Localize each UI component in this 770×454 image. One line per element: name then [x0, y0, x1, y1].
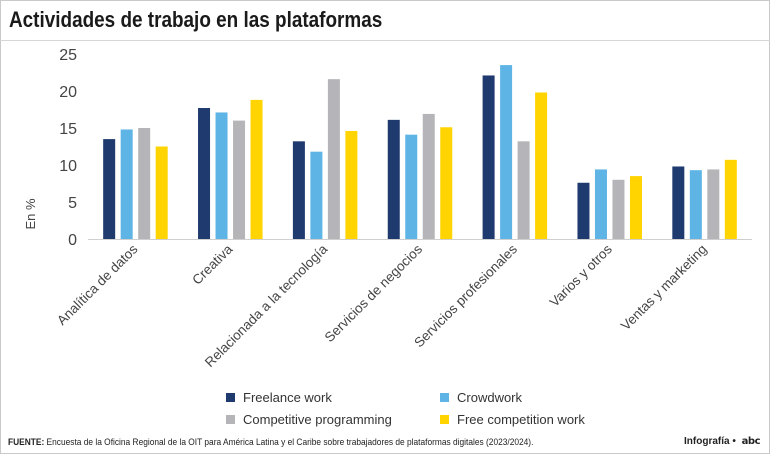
bar: [629, 176, 642, 239]
bar: [577, 182, 590, 239]
y-tick-label: 10: [59, 158, 77, 175]
bar: [233, 120, 246, 239]
chart-legend: Freelance work Crowdwork Competitive progr…: [226, 390, 666, 430]
bar: [724, 159, 737, 239]
source-label: FUENTE:: [8, 437, 45, 448]
bar-group: [387, 113, 453, 239]
legend-swatch: [440, 393, 449, 402]
legend-item: Competitive programming: [226, 412, 392, 427]
bar: [345, 130, 358, 239]
bar: [517, 141, 530, 239]
bar: [422, 113, 435, 239]
bar-group: [292, 79, 358, 239]
x-tick-label: Servicios de negocios: [322, 241, 426, 345]
legend-item: Freelance work: [226, 390, 332, 405]
x-tick-label: Varios y otros: [547, 241, 615, 309]
bar: [482, 75, 495, 240]
bar-group: [482, 65, 548, 240]
bar: [327, 79, 340, 239]
bar: [500, 65, 513, 239]
legend-swatch: [226, 415, 235, 424]
bar: [405, 134, 418, 239]
bar: [594, 169, 607, 239]
bar: [612, 179, 625, 239]
y-tick-label: 25: [59, 47, 77, 64]
bar-group: [577, 169, 642, 239]
legend-swatch: [226, 393, 235, 402]
bar-groups: [103, 65, 737, 240]
legend-item: Free competition work: [440, 412, 585, 427]
title-divider: [0, 40, 770, 41]
abc-logo: abc: [741, 436, 761, 447]
source-note: FUENTE: Encuesta de la Oficina Regional …: [8, 437, 672, 448]
bar: [138, 128, 151, 239]
bar-group: [672, 159, 737, 239]
bar: [155, 146, 168, 239]
legend-swatch: [440, 415, 449, 424]
bar: [120, 129, 133, 239]
x-tick-label: Analítica de datos: [54, 241, 141, 328]
bar: [198, 108, 211, 240]
bar: [215, 112, 228, 239]
x-tick-label: Creativa: [189, 241, 236, 288]
bar: [672, 166, 685, 239]
source-text: Encuesta de la Oficina Regional de la OI…: [46, 437, 534, 448]
y-tick-label: 15: [59, 121, 77, 138]
legend-label: Competitive programming: [243, 412, 392, 427]
y-axis-label: En %: [23, 198, 38, 230]
bar: [689, 170, 702, 239]
y-tick-label: 5: [68, 195, 77, 212]
bar: [103, 139, 116, 239]
bar: [310, 151, 323, 239]
legend-label: Free competition work: [457, 412, 585, 427]
x-tick-label: Servicios profesionales: [411, 241, 520, 350]
chart-title: Actividades de trabajo en las plataforma…: [9, 7, 383, 32]
bar: [250, 99, 263, 239]
y-tick-label: 0: [68, 232, 77, 249]
y-axis: 0 5 10 15 20 25: [59, 47, 77, 249]
legend-label: Crowdwork: [457, 390, 523, 405]
legend-item: Crowdwork: [440, 390, 522, 405]
credit-label: Infografía •: [684, 436, 736, 447]
legend-label: Freelance work: [243, 390, 332, 405]
x-tick-label: Ventas y marketing: [618, 242, 710, 334]
bar: [440, 127, 453, 239]
bar: [292, 141, 305, 239]
bar-group: [198, 99, 263, 240]
y-tick-label: 20: [59, 84, 77, 101]
bar: [535, 92, 548, 239]
bar: [387, 119, 400, 239]
credit: Infografía • abc: [684, 436, 760, 447]
bar: [707, 169, 720, 239]
bar-group: [103, 128, 168, 239]
